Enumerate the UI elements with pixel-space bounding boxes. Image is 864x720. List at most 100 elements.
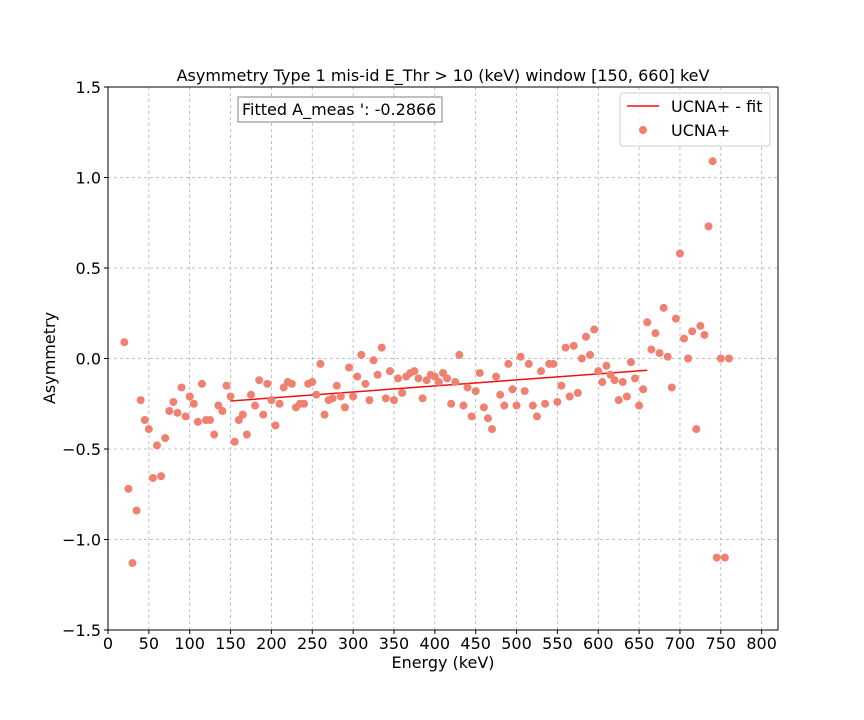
data-point	[557, 381, 566, 390]
data-point	[643, 318, 652, 327]
data-point	[332, 381, 341, 390]
data-point	[153, 441, 162, 450]
data-point	[357, 350, 366, 359]
data-point	[532, 412, 541, 421]
data-point	[696, 321, 705, 330]
data-point	[336, 392, 345, 401]
data-point	[169, 397, 178, 406]
data-point	[189, 399, 198, 408]
x-tick-label: 650	[624, 634, 655, 653]
x-tick-label: 800	[746, 634, 777, 653]
data-point	[573, 388, 582, 397]
legend: UCNA+ - fit UCNA+	[619, 92, 771, 147]
data-point	[377, 343, 386, 352]
data-point	[328, 394, 337, 403]
data-point	[214, 401, 223, 410]
x-axis-title: Energy (keV)	[391, 653, 494, 672]
data-point	[418, 394, 427, 403]
data-point	[124, 484, 133, 493]
legend-points-swatch	[639, 126, 647, 134]
y-tick-label: 0.5	[76, 259, 101, 278]
data-point	[161, 434, 170, 443]
data-point	[581, 332, 590, 341]
fit-annotation: Fitted A_meas ': -0.2866	[237, 96, 443, 123]
data-point	[181, 412, 190, 421]
data-point	[439, 368, 447, 377]
data-point	[279, 383, 288, 392]
data-point	[210, 430, 219, 439]
data-point	[720, 553, 729, 562]
data-point	[259, 410, 268, 419]
y-axis-title: Asymmetry	[40, 312, 59, 404]
data-point	[680, 334, 689, 343]
legend-points-label: UCNA+	[671, 121, 730, 140]
data-point	[381, 394, 390, 403]
data-point	[467, 412, 476, 421]
data-point	[684, 354, 693, 363]
fit-annotation-box	[237, 96, 443, 123]
data-point	[504, 359, 513, 368]
x-tick-label: 350	[379, 634, 410, 653]
data-point	[692, 425, 701, 434]
data-point	[655, 349, 664, 358]
data-point	[230, 437, 239, 446]
data-point	[598, 378, 607, 387]
data-point	[528, 401, 537, 410]
x-tick-label: 750	[706, 634, 737, 653]
data-point	[626, 358, 635, 367]
data-point	[148, 473, 157, 482]
data-point	[369, 356, 378, 365]
data-point	[602, 361, 611, 370]
data-point	[635, 401, 644, 410]
data-point	[639, 385, 648, 394]
scatter-points	[120, 157, 733, 568]
data-point	[647, 345, 656, 354]
x-tick-label: 700	[665, 634, 696, 653]
data-point	[312, 390, 321, 399]
data-point	[136, 396, 145, 405]
data-point	[520, 387, 529, 396]
data-point	[516, 352, 525, 361]
data-point	[365, 396, 374, 405]
data-point	[267, 396, 276, 405]
data-point	[246, 390, 255, 399]
data-point	[483, 414, 492, 423]
fit-annotation-text: Fitted A_meas ': -0.2866	[242, 100, 436, 120]
data-point	[700, 330, 709, 339]
data-point	[144, 425, 153, 434]
data-point	[389, 396, 398, 405]
chart-title: Asymmetry Type 1 mis-id E_Thr > 10 (keV)…	[177, 66, 710, 86]
data-point	[385, 367, 394, 376]
x-tick-label: 50	[139, 634, 159, 653]
data-point	[447, 399, 456, 408]
data-point	[271, 421, 280, 430]
data-point	[541, 399, 550, 408]
data-point	[226, 392, 235, 401]
x-tick-label: 100	[174, 634, 205, 653]
data-point	[471, 387, 480, 396]
data-point	[667, 383, 676, 392]
x-tick-label: 150	[215, 634, 246, 653]
data-point	[197, 379, 206, 388]
data-point	[475, 368, 484, 377]
data-point	[185, 392, 194, 401]
data-point	[345, 363, 354, 372]
x-tick-label: 600	[583, 634, 614, 653]
data-point	[716, 354, 725, 363]
data-point	[320, 410, 329, 419]
data-point	[361, 379, 370, 388]
x-tick-label: 400	[420, 634, 451, 653]
y-tick-label: 1.0	[76, 169, 101, 188]
data-point	[206, 416, 215, 425]
data-point	[120, 338, 129, 347]
y-tick-label: −0.5	[62, 440, 101, 459]
data-point	[708, 157, 717, 166]
data-point	[414, 374, 423, 383]
x-tick-label: 300	[338, 634, 369, 653]
data-point	[394, 374, 403, 383]
data-point	[688, 327, 697, 336]
data-point	[459, 401, 468, 410]
data-point	[549, 359, 558, 368]
data-point	[349, 392, 358, 401]
